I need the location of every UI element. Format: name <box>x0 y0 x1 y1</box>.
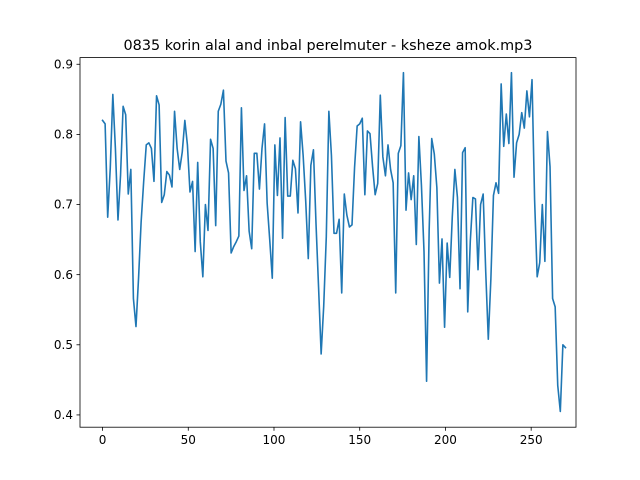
plot-area-frame <box>79 57 577 428</box>
x-tick-label: 50 <box>181 433 196 447</box>
x-tick-label: 100 <box>263 433 286 447</box>
x-tick-label: 250 <box>520 433 543 447</box>
x-tick-label: 200 <box>434 433 457 447</box>
series-line-0 <box>101 71 567 413</box>
x-tick-label: 0 <box>99 433 107 447</box>
y-tick-label: 0.9 <box>54 57 73 71</box>
axis-ticks: 0 50 100 150 200 250 0.4 0.5 0.6 0.7 0.8 0.9 <box>54 57 543 447</box>
y-tick-label: 0.8 <box>54 128 73 142</box>
y-tick-label: 0.5 <box>54 338 73 352</box>
y-tick-label: 0.4 <box>54 408 73 422</box>
series-layer <box>101 71 567 413</box>
chart-title: 0835 korin alal and inbal perelmuter - k… <box>124 38 533 54</box>
y-tick-label: 0.7 <box>54 198 73 212</box>
x-tick-label: 150 <box>348 433 371 447</box>
y-tick-label: 0.6 <box>54 268 73 282</box>
